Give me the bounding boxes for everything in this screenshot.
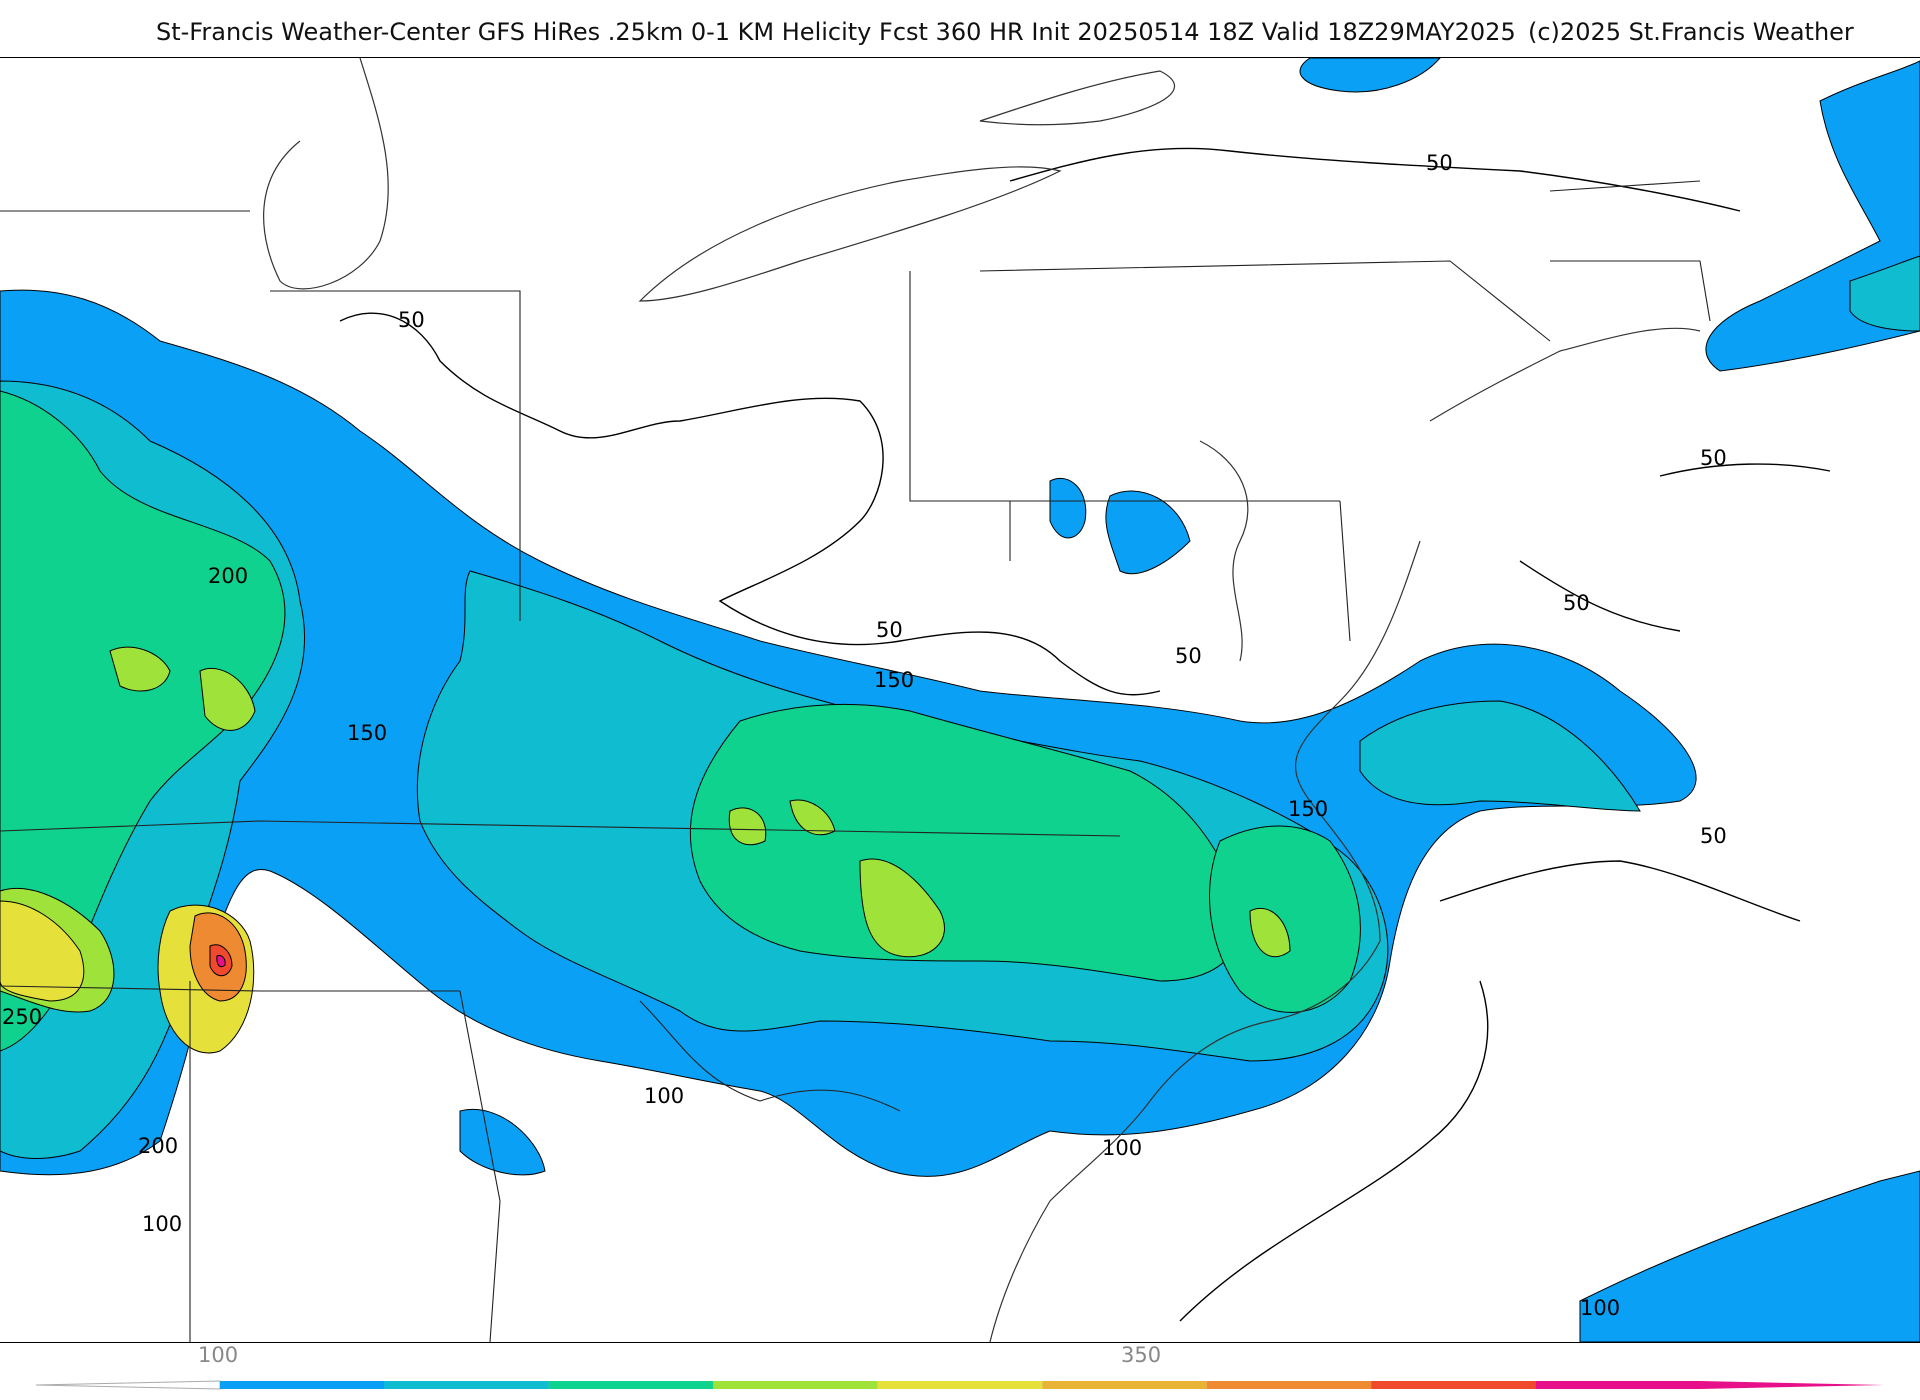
contour-label: 50: [1700, 446, 1727, 470]
contour-label: 50: [398, 308, 425, 332]
contour-label: 50: [1175, 644, 1202, 668]
contour-label: 50: [876, 618, 903, 642]
state-boundaries: [0, 180, 1711, 1342]
contour-label: 100: [1580, 1296, 1620, 1320]
contour-label: 200: [208, 564, 248, 588]
colorbar-segment: [1042, 1381, 1207, 1389]
colorbar-segment: [1535, 1381, 1700, 1389]
colorbar-segment: [220, 1381, 385, 1389]
helicity-map: 50 50 50 50 50 50 50 150 150 150 200 200…: [0, 57, 1920, 1343]
contour-label: 150: [347, 721, 387, 745]
colorbar-segment: [877, 1381, 1043, 1389]
helicity-fill-350: [189, 912, 247, 1002]
chart-title: St-Francis Weather-Center GFS HiRes .25k…: [0, 14, 1920, 54]
title-main: St-Francis Weather-Center GFS HiRes .25k…: [156, 18, 1516, 46]
colorbar-segment: [1206, 1381, 1372, 1389]
colorbar-upper-arrow: [1700, 1381, 1884, 1389]
colorbar: 100 350: [0, 1341, 1920, 1400]
colorbar-segment: [713, 1381, 878, 1389]
contour-label: 200: [138, 1134, 178, 1158]
contour-label: 150: [1288, 797, 1328, 821]
coastlines: [263, 58, 1701, 1342]
contour-label: 250: [2, 1005, 42, 1029]
map-svg: 50 50 50 50 50 50 50 150 150 150 200 200…: [0, 58, 1920, 1342]
colorbar-tick-label: 350: [1121, 1343, 1162, 1367]
colorbar-lower-arrow: [35, 1380, 221, 1390]
contour-label: 50: [1700, 824, 1727, 848]
contour-label: 100: [142, 1212, 182, 1236]
contour-label: 50: [1426, 151, 1453, 175]
colorbar-segment: [548, 1381, 714, 1389]
contour-label: 50: [1563, 591, 1590, 615]
colorbar-tick-label: 100: [198, 1343, 239, 1367]
contour-label: 150: [874, 668, 914, 692]
contour-lines-50: [339, 147, 1831, 1322]
colorbar-svg: [35, 1380, 1884, 1390]
title-credit: (c)2025 St.Francis Weather: [1528, 18, 1854, 46]
contour-label: 100: [1102, 1136, 1142, 1160]
contour-label: 100: [644, 1084, 684, 1108]
helicity-fill-200: [0, 390, 1361, 1052]
colorbar-segments: [220, 1381, 1700, 1389]
contour-labels: 50 50 50 50 50 50 50 150 150 150 200 200…: [2, 151, 1727, 1320]
colorbar-segment: [384, 1381, 549, 1389]
colorbar-segment: [1371, 1381, 1536, 1389]
